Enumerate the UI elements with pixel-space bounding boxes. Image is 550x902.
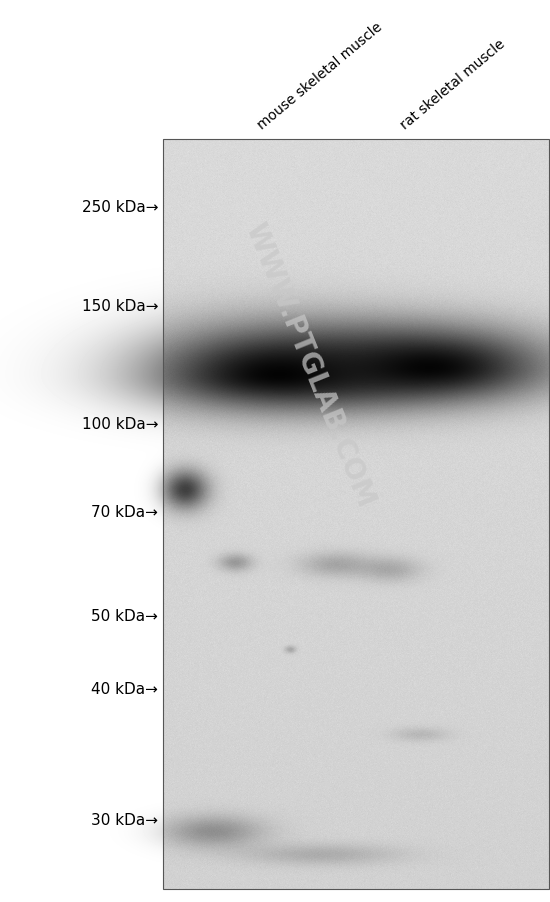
Text: 30 kDa→: 30 kDa→: [91, 813, 158, 827]
Text: 40 kDa→: 40 kDa→: [91, 682, 158, 696]
Text: 100 kDa→: 100 kDa→: [81, 417, 158, 432]
Text: WWW.PTGLAB.COM: WWW.PTGLAB.COM: [240, 218, 380, 511]
Text: 70 kDa→: 70 kDa→: [91, 505, 158, 520]
Text: mouse skeletal muscle: mouse skeletal muscle: [255, 20, 385, 132]
Text: 150 kDa→: 150 kDa→: [81, 299, 158, 314]
Text: 250 kDa→: 250 kDa→: [81, 200, 158, 216]
Bar: [163, 140, 549, 889]
Text: rat skeletal muscle: rat skeletal muscle: [398, 37, 508, 132]
Text: 50 kDa→: 50 kDa→: [91, 609, 158, 624]
